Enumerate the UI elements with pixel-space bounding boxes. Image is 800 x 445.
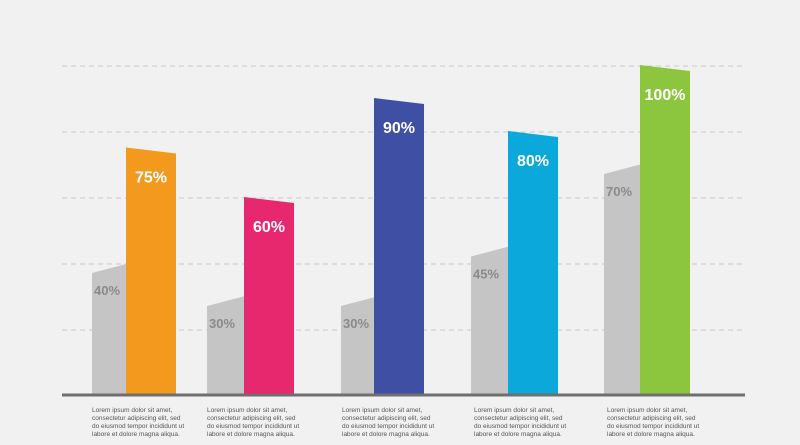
caption-2-line-3: do eiusmod tempor incididunt ut [207, 423, 299, 430]
caption-2-line-2: consectetur adipiscing elit, sed [207, 415, 296, 422]
caption-5-line-1: Lorem ipsum dolor sit amet, [607, 407, 687, 414]
caption-5-line-4: labore et dolore magna aliqua. [607, 431, 695, 438]
bar-color-1 [126, 147, 176, 395]
caption-3-line-1: Lorem ipsum dolor sit amet, [342, 407, 422, 414]
caption-4-line-4: labore et dolore magna aliqua. [474, 431, 562, 438]
captions: Lorem ipsum dolor sit amet,consectetur a… [92, 407, 699, 438]
bar-gray-3 [341, 296, 379, 395]
caption-2-line-4: labore et dolore magna aliqua. [207, 431, 295, 438]
bar-gray-label-3: 30% [343, 316, 369, 331]
bar-color-5 [640, 65, 690, 395]
bar-color-2 [244, 197, 294, 395]
caption-2-line-1: Lorem ipsum dolor sit amet, [207, 407, 287, 414]
caption-4-line-3: do eiusmod tempor incididunt ut [474, 423, 566, 430]
caption-5-line-3: do eiusmod tempor incididunt ut [607, 423, 699, 430]
caption-1-line-3: do eiusmod tempor incididunt ut [92, 423, 184, 430]
bar-color-4 [508, 131, 558, 395]
caption-1-line-4: labore et dolore magna aliqua. [92, 431, 180, 438]
bar-color-label-2: 60% [253, 219, 285, 236]
bar-color-label-3: 90% [383, 120, 415, 137]
bar-gray-4 [471, 246, 509, 395]
bars: 40% 75% 30% 60% 30% 90% 45% 80% 70% 100% [92, 65, 690, 395]
caption-3-line-3: do eiusmod tempor incididunt ut [342, 423, 434, 430]
bar-gray-2 [207, 296, 245, 395]
bar-gray-label-4: 45% [473, 267, 499, 282]
bar-gray-5 [604, 164, 642, 395]
caption-5-line-2: consectetur adipiscing elit, sed [607, 415, 696, 422]
bar-color-label-1: 75% [135, 170, 167, 187]
bar-gray-label-2: 30% [209, 316, 235, 331]
bar-color-3 [374, 98, 424, 395]
bar-gray-1 [92, 263, 130, 395]
caption-4-line-1: Lorem ipsum dolor sit amet, [474, 407, 554, 414]
bar-color-label-5: 100% [645, 87, 686, 104]
caption-4-line-2: consectetur adipiscing elit, sed [474, 415, 563, 422]
bar-color-label-4: 80% [517, 153, 549, 170]
caption-1-line-1: Lorem ipsum dolor sit amet, [92, 407, 172, 414]
caption-1-line-2: consectetur adipiscing elit, sed [92, 415, 181, 422]
caption-3-line-2: consectetur adipiscing elit, sed [342, 415, 431, 422]
bar-gray-label-5: 70% [606, 184, 632, 199]
caption-3-line-4: labore et dolore magna aliqua. [342, 431, 430, 438]
bar-gray-label-1: 40% [94, 283, 120, 298]
